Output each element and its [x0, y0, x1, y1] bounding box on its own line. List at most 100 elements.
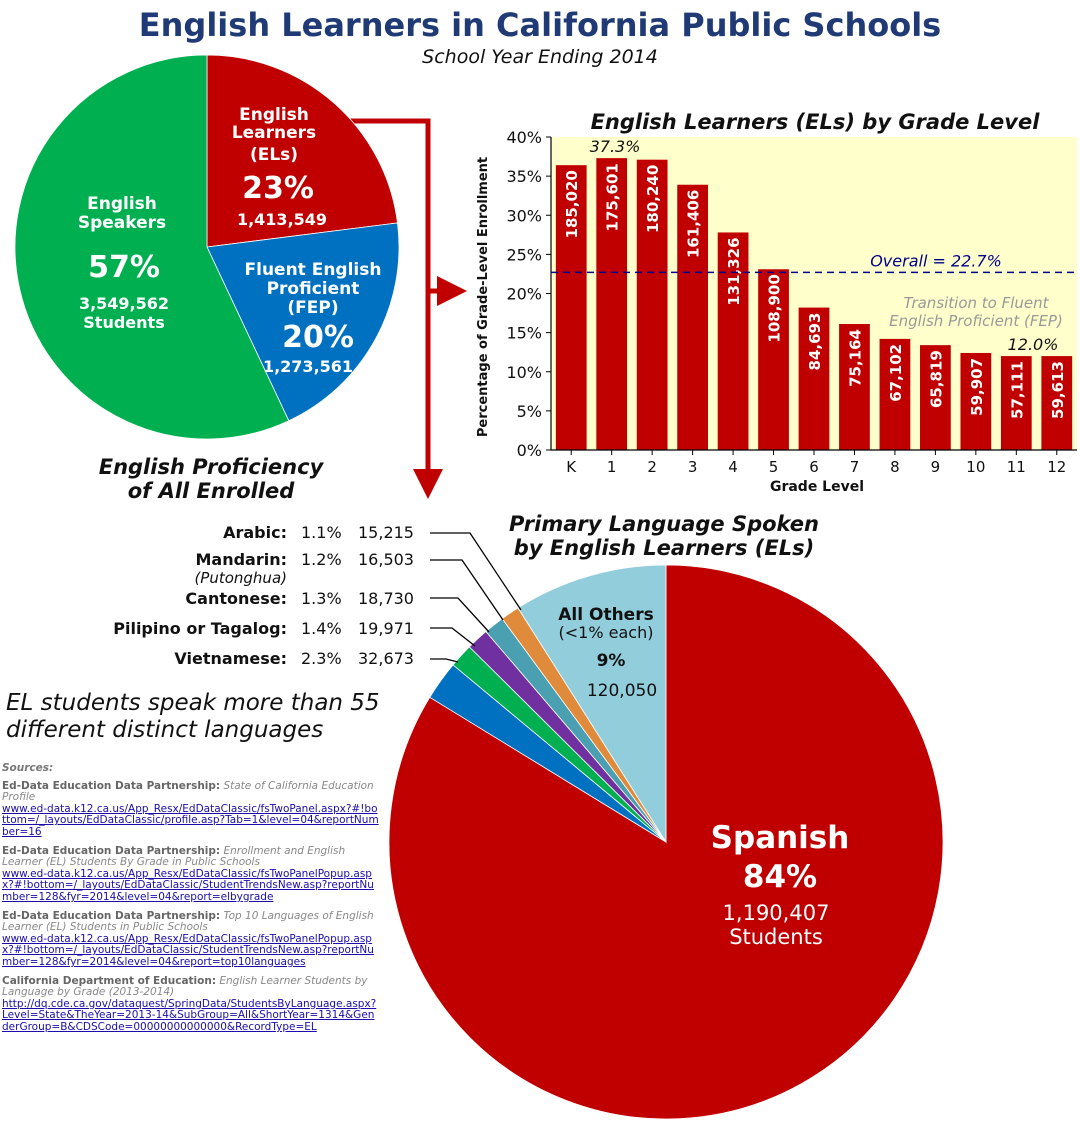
- pie1-title-line-2: of All Enrolled: [128, 479, 296, 503]
- bar-grade-K: [555, 165, 587, 451]
- source-org: Ed-Data Education Data Partnership:: [2, 779, 221, 792]
- speakers-count-suffix: Students: [83, 313, 164, 332]
- x-tick-label: 8: [890, 458, 900, 476]
- bar-grade-12: [1041, 356, 1073, 450]
- y-tick-label: 25%: [506, 245, 542, 264]
- y-axis-label: Percentage of Grade-Level Enrollment: [476, 157, 491, 437]
- els-count-label: 1,413,549: [237, 210, 327, 229]
- source-item: Ed-Data Education Data Partnership: Enro…: [2, 844, 380, 904]
- source-link[interactable]: www.ed-data.k12.ca.us/App_Resx/EdDataCla…: [2, 932, 374, 968]
- pie1-title-line-1: English Proficiency: [99, 455, 325, 479]
- bar-count-label: 59,613: [1049, 361, 1067, 419]
- spanish-label: Spanish: [711, 820, 850, 856]
- els-label-line-2: Learners: [232, 123, 316, 143]
- bar-count-label: 108,900: [766, 274, 784, 342]
- fep-count-label: 1,273,561: [263, 357, 353, 376]
- language-count-label: 32,673: [358, 649, 414, 668]
- language-name-label: Cantonese:: [185, 589, 287, 608]
- els-label-line-3: (ELs): [250, 145, 298, 165]
- x-tick-label: 10: [966, 458, 985, 476]
- pie-slice-english-speakers: [14, 54, 290, 440]
- x-tick-label: 9: [931, 458, 941, 476]
- bar-count-label: 161,406: [685, 190, 703, 258]
- fep-percent-label: 20%: [282, 320, 354, 355]
- all-others-percent-label: 9%: [597, 651, 626, 671]
- language-percent-label: 1.1%: [301, 523, 342, 542]
- language-count-label: 15,215: [358, 523, 414, 542]
- bar-grade-10: [960, 352, 992, 450]
- speakers-label-line-2: Speakers: [78, 213, 166, 233]
- overall-reference-label: Overall = 22.7%: [870, 251, 1002, 270]
- sources-heading: Sources:: [2, 762, 54, 774]
- bar-count-label: 180,240: [644, 165, 662, 233]
- bar-count-label: 84,693: [806, 313, 824, 371]
- source-link[interactable]: www.ed-data.k12.ca.us/App_Resx/EdDataCla…: [2, 802, 379, 838]
- page-title: English Learners in California Public Sc…: [138, 6, 942, 44]
- bar-count-label: 65,819: [927, 350, 945, 408]
- bar-grade-3: [677, 184, 708, 451]
- source-link[interactable]: www.ed-data.k12.ca.us/App_Resx/EdDataCla…: [2, 867, 374, 903]
- fep-label-line-1: Fluent English: [245, 260, 382, 280]
- language-percent-label: 1.3%: [301, 589, 342, 608]
- grade-level-bar-chart: 185,020K175,6011180,2402161,4063131,3264…: [476, 110, 1077, 495]
- source-item: Ed-Data Education Data Partnership: Top …: [2, 909, 380, 969]
- language-percent-label: 1.4%: [301, 619, 342, 638]
- language-percent-label: 2.3%: [301, 649, 342, 668]
- y-tick-label: 30%: [506, 206, 542, 225]
- bar-grade-8: [879, 338, 911, 450]
- x-tick-label: 3: [688, 458, 698, 476]
- speakers-percent-label: 57%: [88, 250, 160, 285]
- language-name-label: Mandarin:: [195, 550, 287, 569]
- spanish-count-label: 1,190,407: [723, 901, 830, 925]
- speakers-label-line-1: English: [87, 194, 157, 214]
- bar-grade-6: [798, 307, 830, 450]
- x-tick-label: 11: [1007, 458, 1026, 476]
- language-sublabel: (Putonghua): [194, 569, 287, 587]
- language-count-label: 18,730: [358, 589, 414, 608]
- source-org: Ed-Data Education Data Partnership:: [2, 909, 221, 922]
- x-tick-label: 4: [728, 458, 738, 476]
- source-org: California Department of Education:: [2, 974, 217, 987]
- pie2-title-line-1: Primary Language Spoken: [509, 512, 819, 536]
- els-percent-label: 23%: [242, 171, 314, 206]
- pie2-title-line-2: by English Learners (ELs): [514, 536, 814, 560]
- callout-line: [430, 627, 476, 647]
- peak-value-label: 37.3%: [590, 137, 641, 156]
- bar-count-label: 75,164: [846, 329, 864, 387]
- bar-count-label: 59,907: [968, 358, 986, 416]
- source-org: Ed-Data Education Data Partnership:: [2, 844, 221, 857]
- source-description: State of California Education Profile: [2, 779, 374, 804]
- spanish-count-suffix: Students: [729, 925, 823, 949]
- y-tick-label: 35%: [506, 167, 542, 186]
- source-item: California Department of Education: Engl…: [2, 974, 380, 1034]
- bar-grade-9: [920, 345, 951, 450]
- all-others-label: All Others: [558, 605, 653, 625]
- bar-count-label: 67,102: [887, 344, 905, 402]
- x-axis-label: Grade Level: [770, 479, 864, 495]
- x-tick-label: 7: [850, 458, 860, 476]
- all-others-count-label: 120,050: [587, 681, 657, 701]
- y-tick-label: 15%: [506, 324, 542, 343]
- source-description: Top 10 Languages of English Learner (EL)…: [2, 909, 374, 934]
- language-count-label: 16,503: [358, 550, 414, 569]
- bar-grade-2: [636, 159, 668, 450]
- callout-line: [430, 532, 522, 611]
- source-link[interactable]: http://dq.cde.ca.gov/dataquest/SpringDat…: [2, 997, 377, 1033]
- y-tick-label: 0%: [517, 441, 542, 460]
- x-tick-label: 2: [647, 458, 657, 476]
- language-count-label: 19,971: [358, 619, 414, 638]
- bar-grade-4: [717, 232, 749, 450]
- bar-chart-title: English Learners (ELs) by Grade Level: [591, 110, 1041, 134]
- x-tick-label: 5: [769, 458, 779, 476]
- all-others-sublabel: (<1% each): [559, 623, 654, 642]
- pie-slice-all-others: [517, 564, 667, 844]
- source-description: Enrollment and English Learner (EL) Stud…: [2, 844, 346, 869]
- sources-list: Sources: Ed-Data Education Data Partners…: [2, 762, 380, 1040]
- bar-grade-11: [1000, 356, 1032, 450]
- bar-count-label: 185,020: [563, 170, 581, 238]
- y-tick-label: 5%: [517, 402, 542, 421]
- x-tick-label: 1: [607, 458, 617, 476]
- y-tick-label: 10%: [506, 363, 542, 382]
- callout-line: [430, 658, 459, 663]
